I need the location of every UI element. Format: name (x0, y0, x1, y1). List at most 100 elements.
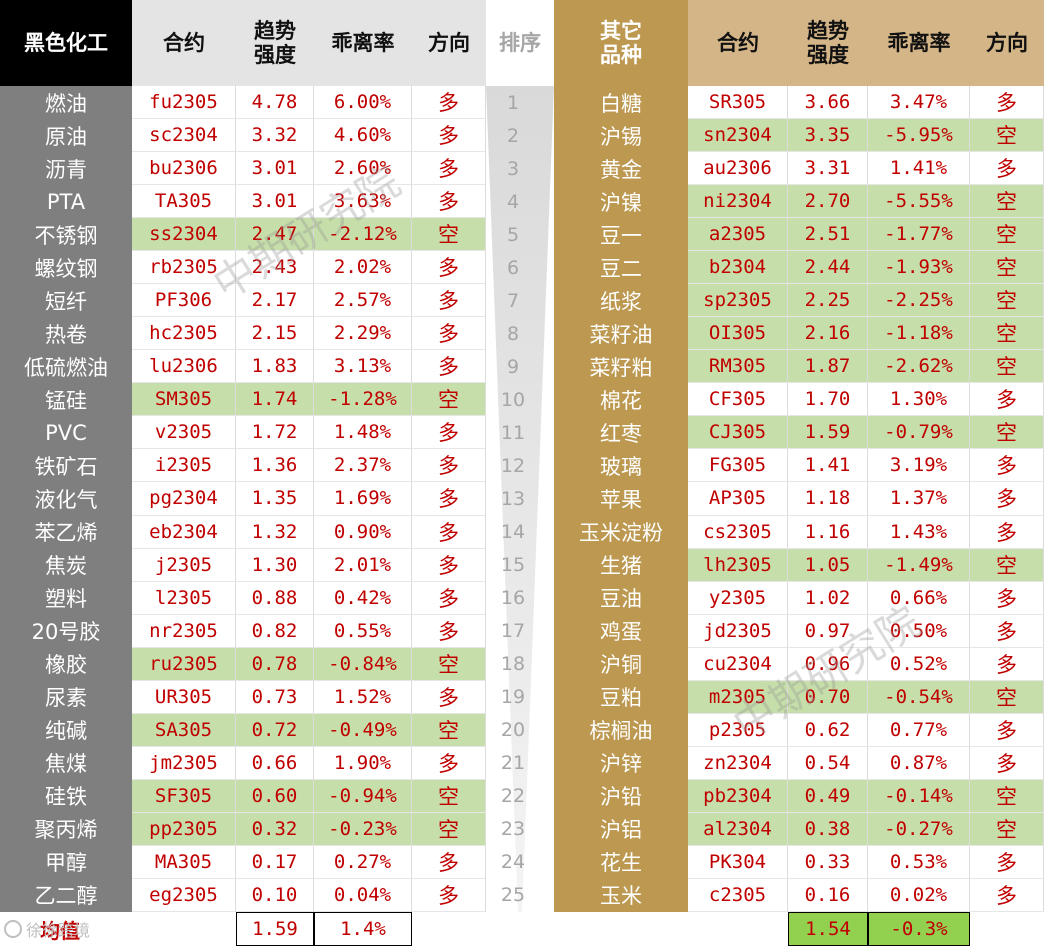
right-variety: 玻璃 (554, 449, 688, 483)
right-deviation: -1.49% (868, 548, 970, 582)
left-strength: 0.66 (236, 746, 314, 780)
rank-number: 18 (500, 653, 526, 676)
right-strength: 2.44 (788, 251, 868, 285)
right-strength: 0.33 (788, 845, 868, 879)
left-contract: SF305 (132, 779, 236, 813)
left-strength: 0.60 (236, 779, 314, 813)
left-contract: SM305 (132, 383, 236, 417)
left-direction: 多 (412, 515, 486, 549)
right-strength: 3.66 (788, 86, 868, 120)
rank-number: 3 (506, 157, 520, 180)
left-variety: PVC (0, 416, 132, 450)
header-category-right: 其它 品种 (554, 0, 688, 86)
left-direction: 多 (412, 548, 486, 582)
header-contract-left: 合约 (132, 0, 236, 86)
right-strength: 0.96 (788, 647, 868, 681)
left-variety: 焦煤 (0, 746, 132, 780)
left-deviation: 2.01% (314, 548, 412, 582)
header-strength-right: 趋势 强度 (788, 0, 868, 86)
left-contract: PF306 (132, 284, 236, 318)
left-variety: 焦炭 (0, 548, 132, 582)
left-strength: 1.83 (236, 350, 314, 384)
rank-number: 7 (506, 289, 520, 312)
left-direction: 多 (412, 284, 486, 318)
left-direction: 空 (412, 647, 486, 681)
right-contract: a2305 (688, 218, 788, 252)
left-contract: ru2305 (132, 647, 236, 681)
right-direction: 多 (970, 647, 1044, 681)
left-contract: UR305 (132, 680, 236, 714)
left-direction: 空 (412, 383, 486, 417)
rank-number: 21 (500, 752, 526, 775)
left-strength: 1.36 (236, 449, 314, 483)
left-contract: MA305 (132, 845, 236, 879)
left-direction: 多 (412, 746, 486, 780)
left-deviation: 4.60% (314, 119, 412, 153)
right-direction: 空 (970, 680, 1044, 714)
right-variety: 沪锡 (554, 119, 688, 153)
right-contract: CF305 (688, 383, 788, 417)
header-contract-right: 合约 (688, 0, 788, 86)
right-contract: cs2305 (688, 515, 788, 549)
left-strength: 2.17 (236, 284, 314, 318)
rank-number: 4 (506, 190, 520, 213)
left-average-strength: 1.59 (236, 912, 314, 946)
right-deviation: -2.25% (868, 284, 970, 318)
left-contract: sc2304 (132, 119, 236, 153)
left-direction: 多 (412, 185, 486, 219)
left-direction: 空 (412, 812, 486, 846)
right-deviation: -0.14% (868, 779, 970, 813)
right-direction: 空 (970, 416, 1044, 450)
right-strength: 0.70 (788, 680, 868, 714)
logo-text: 徐徐跨境 (26, 921, 91, 940)
right-variety: 玉米 (554, 878, 688, 912)
right-variety: 棉花 (554, 383, 688, 417)
right-deviation: 0.87% (868, 746, 970, 780)
right-direction: 空 (970, 185, 1044, 219)
left-strength: 3.01 (236, 185, 314, 219)
right-direction: 空 (970, 119, 1044, 153)
right-contract: cu2304 (688, 647, 788, 681)
left-contract: eg2305 (132, 878, 236, 912)
right-deviation: -1.18% (868, 317, 970, 351)
header-rank: 排序 (486, 0, 554, 86)
left-deviation: -0.49% (314, 713, 412, 747)
left-strength: 1.32 (236, 515, 314, 549)
left-deviation: -0.94% (314, 779, 412, 813)
right-deviation: 0.02% (868, 878, 970, 912)
left-direction: 多 (412, 152, 486, 186)
rank-number: 8 (506, 322, 520, 345)
right-strength: 1.05 (788, 548, 868, 582)
right-direction: 空 (970, 779, 1044, 813)
left-contract: lu2306 (132, 350, 236, 384)
left-strength: 3.32 (236, 119, 314, 153)
left-variety: 热卷 (0, 317, 132, 351)
left-deviation: 1.48% (314, 416, 412, 450)
right-deviation: 1.37% (868, 482, 970, 516)
left-direction: 多 (412, 86, 486, 120)
rank-number: 14 (500, 521, 526, 544)
left-variety: 沥青 (0, 152, 132, 186)
left-contract: jm2305 (132, 746, 236, 780)
left-strength: 0.82 (236, 614, 314, 648)
right-direction: 多 (970, 449, 1044, 483)
right-deviation: -1.77% (868, 218, 970, 252)
right-deviation: 0.52% (868, 647, 970, 681)
right-strength: 2.25 (788, 284, 868, 318)
header-deviation-left: 乖离率 (314, 0, 412, 86)
left-variety: 锰硅 (0, 383, 132, 417)
left-strength: 1.30 (236, 548, 314, 582)
right-strength: 0.49 (788, 779, 868, 813)
right-deviation: -1.93% (868, 251, 970, 285)
right-deviation: 0.66% (868, 581, 970, 615)
left-contract: v2305 (132, 416, 236, 450)
right-contract: y2305 (688, 581, 788, 615)
left-contract: l2305 (132, 581, 236, 615)
right-variety: 豆粕 (554, 680, 688, 714)
left-strength: 0.72 (236, 713, 314, 747)
left-deviation: 2.57% (314, 284, 412, 318)
left-deviation: 0.04% (314, 878, 412, 912)
left-strength: 0.73 (236, 680, 314, 714)
left-deviation: 0.90% (314, 515, 412, 549)
header-strength-left: 趋势 强度 (236, 0, 314, 86)
